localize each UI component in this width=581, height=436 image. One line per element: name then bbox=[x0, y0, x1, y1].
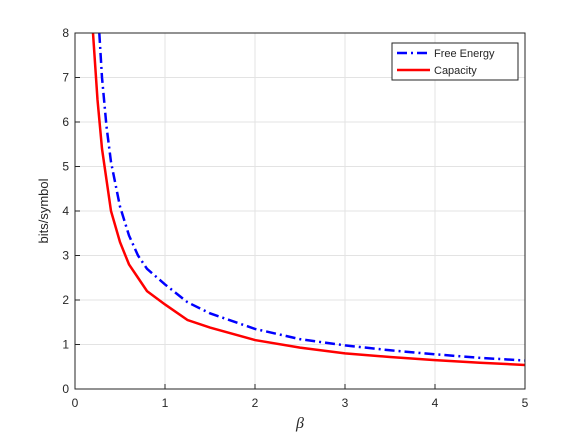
x-tick-label: 3 bbox=[342, 396, 349, 410]
y-tick-label: 3 bbox=[62, 249, 69, 263]
axes-box bbox=[74, 32, 526, 390]
y-tick-label: 1 bbox=[62, 338, 69, 352]
line-series bbox=[98, 33, 525, 362]
x-tick-label: 4 bbox=[432, 396, 439, 410]
y-tick-label: 5 bbox=[62, 160, 69, 174]
y-axis-label: bits/symbol bbox=[36, 178, 51, 243]
y-tick-label: 2 bbox=[62, 293, 69, 307]
line-series bbox=[91, 33, 525, 367]
y-tick-label: 8 bbox=[62, 26, 69, 40]
x-tick-label: 1 bbox=[162, 396, 169, 410]
y-tick-label: 6 bbox=[62, 115, 69, 129]
y-tick-label: 0 bbox=[62, 382, 69, 396]
y-tick-label: 4 bbox=[62, 204, 69, 218]
y-tick-label: 7 bbox=[62, 71, 69, 85]
x-tick-label: 2 bbox=[252, 396, 259, 410]
legend-label: Free Energy bbox=[434, 48, 495, 60]
legend-box bbox=[391, 42, 519, 81]
x-tick-label: 0 bbox=[72, 396, 79, 410]
legend-label: Capacity bbox=[434, 65, 477, 77]
x-axis-label: β bbox=[295, 415, 304, 432]
x-tick-label: 5 bbox=[522, 396, 529, 410]
